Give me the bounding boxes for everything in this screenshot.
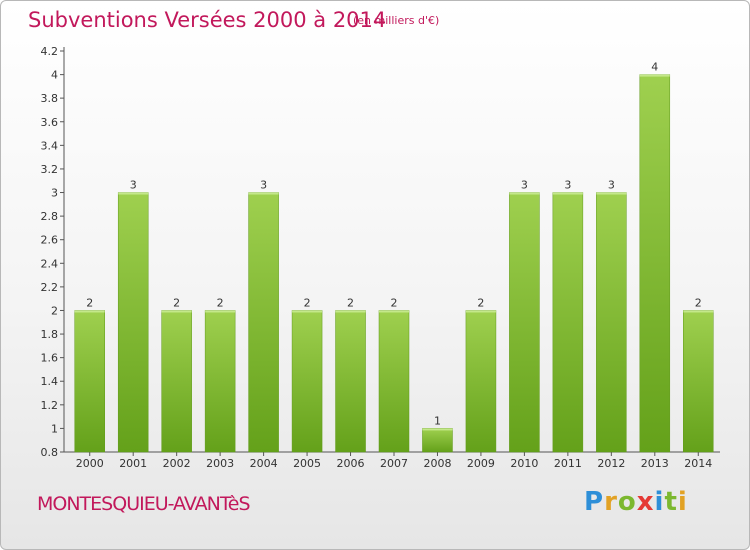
bar-highlight <box>379 310 409 313</box>
bar-2008 <box>422 428 453 453</box>
x-tick-label: 2000 <box>76 457 104 470</box>
data-label: 2 <box>695 296 702 309</box>
y-tick-label: 3.4 <box>41 139 59 152</box>
y-tick-label: 1 <box>51 422 58 435</box>
y-tick-label: 1.6 <box>41 352 59 365</box>
x-tick-label: 2005 <box>293 457 321 470</box>
y-tick-label: 2.4 <box>41 257 59 270</box>
bar-2014 <box>683 310 714 453</box>
bar-2006 <box>335 310 366 453</box>
bar-2005 <box>291 310 323 453</box>
data-label: 1 <box>434 414 441 427</box>
y-tick-label: 1.4 <box>41 375 59 388</box>
bar-highlight <box>161 310 192 313</box>
data-label: 3 <box>260 179 267 192</box>
x-tick-label: 2006 <box>337 457 365 470</box>
y-tick-label: 2 <box>51 304 58 317</box>
bar-highlight <box>335 310 366 313</box>
proxiti-logo: Proxiti <box>584 487 688 517</box>
data-label: 3 <box>130 179 137 192</box>
bar-2007 <box>378 310 410 453</box>
bar-highlight <box>292 310 323 313</box>
bar-2010 <box>509 192 540 453</box>
data-label: 2 <box>391 296 398 309</box>
bar-2001 <box>117 192 149 453</box>
bar-2004 <box>248 192 279 453</box>
bar-2011 <box>552 192 584 453</box>
bar-highlight <box>639 74 670 77</box>
x-tick-label: 2011 <box>554 457 582 470</box>
x-tick-label: 2003 <box>206 457 234 470</box>
y-tick-label: 3.6 <box>41 116 59 129</box>
y-tick-label: 4.2 <box>41 45 59 58</box>
x-tick-label: 2001 <box>119 457 147 470</box>
bar-2002 <box>161 310 192 453</box>
x-tick-label: 2004 <box>250 457 278 470</box>
data-label: 3 <box>608 179 615 192</box>
bar-2000 <box>74 310 105 453</box>
bar-2012 <box>596 192 627 453</box>
bar-highlight <box>248 192 279 195</box>
bar-2013 <box>639 74 671 453</box>
x-tick-label: 2014 <box>684 457 712 470</box>
chart-subtitle: (en milliers d'€) <box>353 14 440 27</box>
x-tick-label: 2008 <box>423 457 451 470</box>
x-tick-label: 2012 <box>597 457 625 470</box>
y-tick-label: 3.2 <box>41 163 59 176</box>
data-label: 2 <box>347 296 354 309</box>
x-tick-label: 2010 <box>510 457 538 470</box>
y-tick-label: 2.8 <box>41 210 59 223</box>
x-tick-label: 2013 <box>641 457 669 470</box>
bar-highlight <box>552 192 583 195</box>
data-label: 2 <box>173 296 180 309</box>
bar-2003 <box>204 310 236 453</box>
bar-highlight <box>465 310 496 313</box>
y-tick-label: 3 <box>51 187 58 200</box>
data-label: 2 <box>304 296 311 309</box>
data-label: 4 <box>651 61 658 74</box>
data-label: 2 <box>477 296 484 309</box>
x-tick-label: 2002 <box>163 457 191 470</box>
x-tick-label: 2007 <box>380 457 408 470</box>
bar-highlight <box>74 310 105 313</box>
bar-highlight <box>683 310 714 313</box>
y-tick-label: 1.2 <box>41 399 59 412</box>
bar-highlight <box>509 192 540 195</box>
bar-highlight <box>596 192 627 195</box>
bar-highlight <box>422 428 453 431</box>
x-tick-label: 2009 <box>467 457 495 470</box>
bar-highlight <box>205 310 236 313</box>
y-tick-label: 2.6 <box>41 234 59 247</box>
data-label: 3 <box>521 179 528 192</box>
y-tick-label: 0.8 <box>41 446 59 459</box>
chart-title: Subventions Versées 2000 à 2014 <box>28 8 387 32</box>
y-tick-label: 3.8 <box>41 92 59 105</box>
y-tick-label: 4 <box>51 69 58 82</box>
data-label: 3 <box>564 179 571 192</box>
y-tick-label: 2.2 <box>41 281 59 294</box>
data-label: 2 <box>86 296 93 309</box>
bar-2009 <box>465 310 497 453</box>
y-tick-label: 1.8 <box>41 328 59 341</box>
bar-highlight <box>118 192 149 195</box>
commune-name: MONTESQUIEU-AVANTèS <box>37 493 251 515</box>
data-label: 2 <box>217 296 224 309</box>
